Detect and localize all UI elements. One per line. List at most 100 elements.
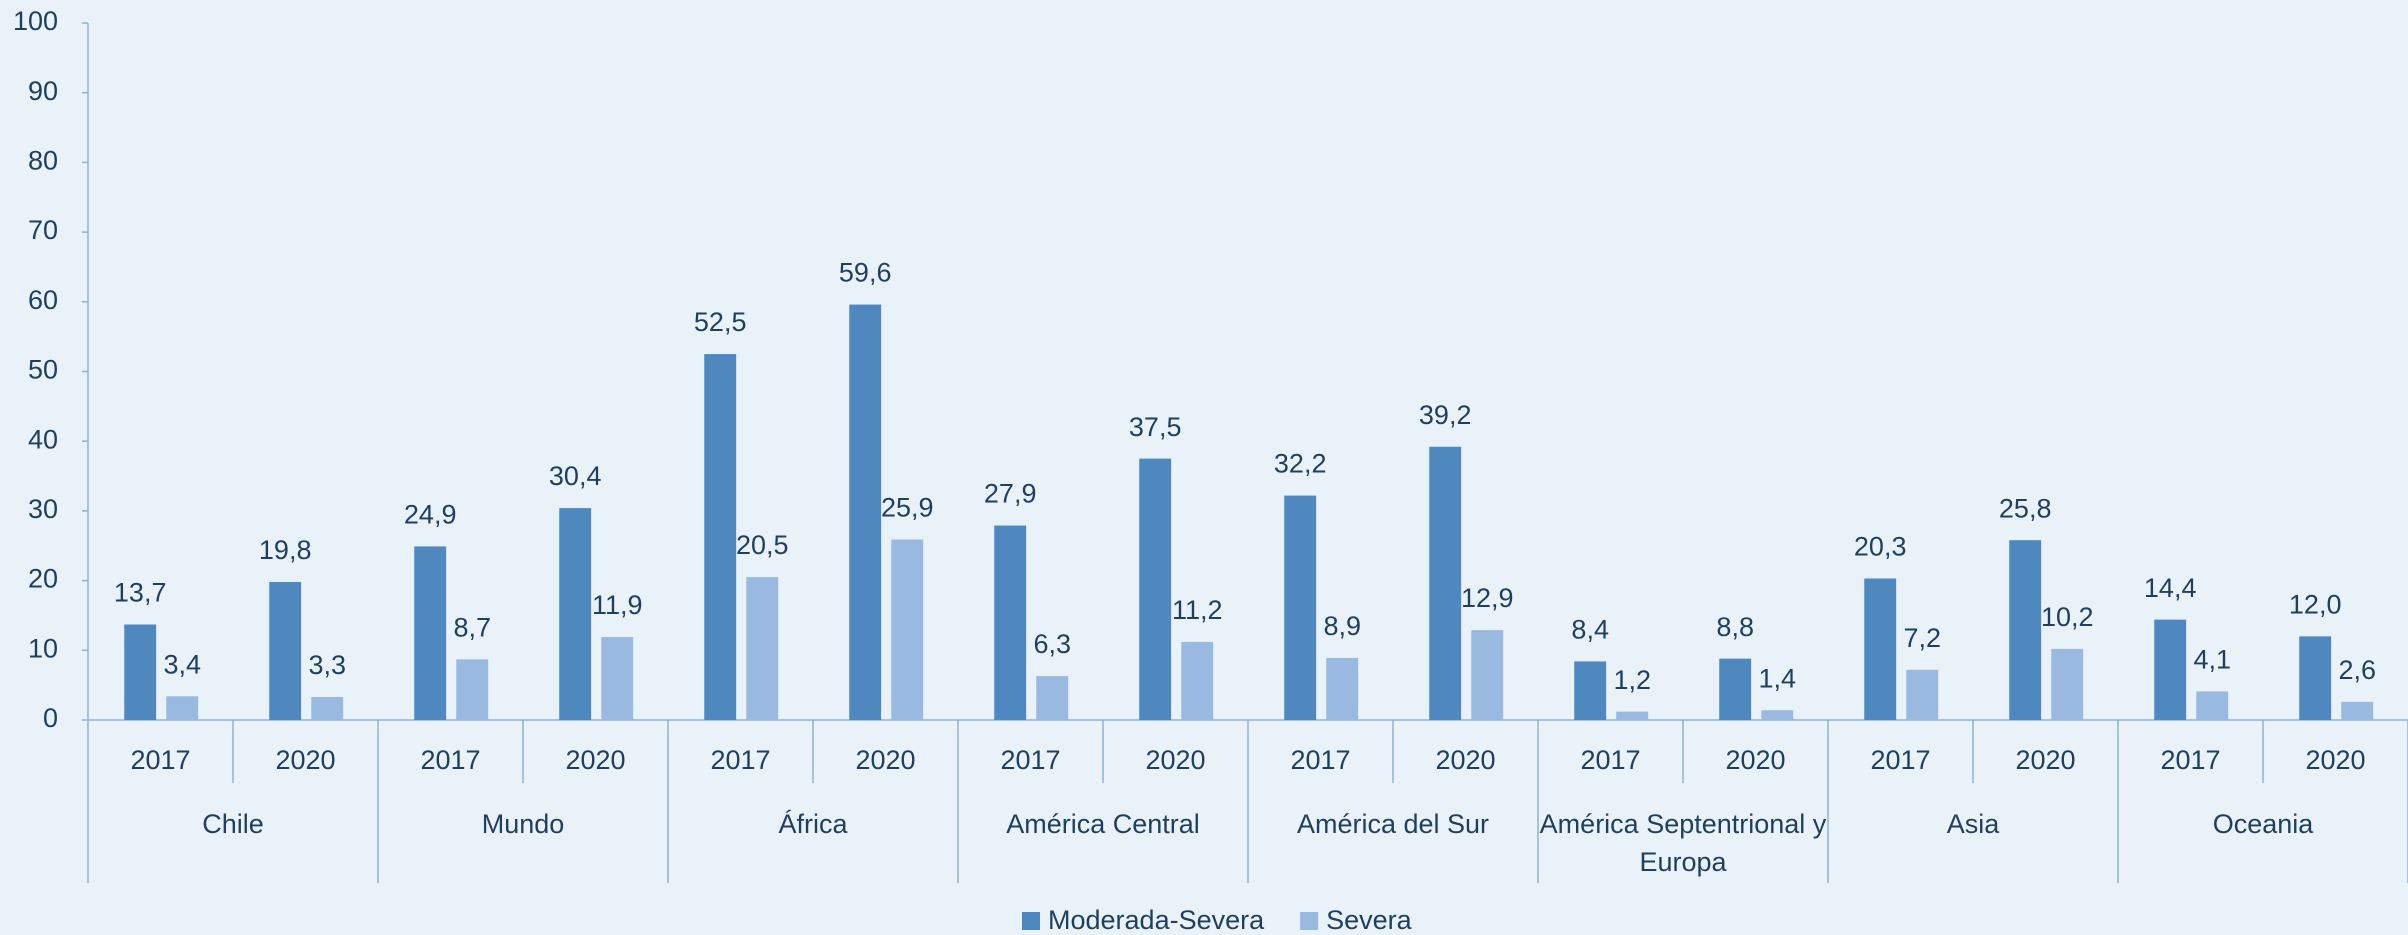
- data-label: 12,0: [2289, 589, 2342, 619]
- data-label: 10,2: [2041, 602, 2094, 632]
- bar: [849, 305, 881, 720]
- bar: [1471, 630, 1503, 720]
- group-label: Oceania: [2118, 805, 2408, 843]
- data-label: 13,7: [114, 578, 167, 608]
- y-tick-label: 20: [28, 564, 58, 594]
- x-tick-label: 2017: [420, 745, 480, 775]
- data-label: 1,4: [1758, 663, 1796, 693]
- group-label: África: [668, 805, 958, 843]
- x-tick-label: 2020: [855, 745, 915, 775]
- bar: [269, 582, 301, 720]
- data-label: 1,2: [1613, 665, 1651, 695]
- data-label: 20,3: [1854, 532, 1907, 562]
- bar: [166, 696, 198, 720]
- bar: [2341, 702, 2373, 720]
- data-label: 6,3: [1033, 629, 1071, 659]
- x-tick-label: 2020: [1435, 745, 1495, 775]
- y-tick-label: 80: [28, 146, 58, 176]
- data-label: 8,7: [453, 612, 491, 642]
- data-label: 14,4: [2144, 573, 2197, 603]
- data-label: 8,9: [1323, 611, 1361, 641]
- x-tick-label: 2020: [1725, 745, 1785, 775]
- bar: [1139, 459, 1171, 720]
- group-label: América del Sur: [1248, 805, 1538, 843]
- x-tick-label: 2017: [1870, 745, 1930, 775]
- legend-swatch: [1022, 912, 1040, 930]
- group-label: América Septentrional y Europa: [1538, 805, 1828, 881]
- bar: [2009, 540, 2041, 720]
- x-tick-label: 2017: [1000, 745, 1060, 775]
- bar: [559, 508, 591, 720]
- y-tick-label: 60: [28, 285, 58, 315]
- x-tick-label: 2020: [565, 745, 625, 775]
- x-tick-label: 2017: [1580, 745, 1640, 775]
- data-label: 30,4: [549, 461, 602, 491]
- legend-label: Severa: [1326, 905, 1413, 935]
- data-label: 25,8: [1999, 493, 2052, 523]
- x-tick-label: 2017: [2160, 745, 2220, 775]
- x-tick-label: 2017: [130, 745, 190, 775]
- data-label: 19,8: [259, 535, 312, 565]
- x-tick-label: 2017: [1290, 745, 1350, 775]
- y-tick-label: 0: [43, 703, 58, 733]
- x-tick-label: 2020: [275, 745, 335, 775]
- bar: [1616, 712, 1648, 720]
- bar: [1326, 658, 1358, 720]
- y-tick-label: 100: [13, 6, 58, 36]
- data-label: 7,2: [1903, 623, 1941, 653]
- data-label: 11,2: [1172, 595, 1223, 625]
- data-label: 24,9: [404, 500, 457, 530]
- x-tick-label: 2020: [2015, 745, 2075, 775]
- data-label: 8,8: [1716, 612, 1754, 642]
- bar: [1181, 642, 1213, 720]
- group-label: Chile: [88, 805, 378, 843]
- y-tick-label: 70: [28, 215, 58, 245]
- bar: [1574, 661, 1606, 720]
- bar: [456, 659, 488, 720]
- page: 0 10 20 30 40 50 60 70 80 90 100 2017 13,7 3,4 2020 19,…: [0, 0, 2408, 935]
- bar: [2154, 620, 2186, 720]
- bar: [311, 697, 343, 720]
- bar: [1284, 496, 1316, 720]
- bar: [1719, 659, 1751, 720]
- group-label: Asia: [1828, 805, 2118, 843]
- data-label: 3,4: [163, 649, 201, 679]
- y-tick-label: 90: [28, 76, 58, 106]
- bar: [746, 577, 778, 720]
- group-label: América Central: [958, 805, 1248, 843]
- data-label: 2,6: [2338, 655, 2376, 685]
- data-label: 25,9: [881, 493, 934, 523]
- data-label: 20,5: [736, 530, 789, 560]
- bar: [1906, 670, 1938, 720]
- bar: [124, 625, 156, 720]
- legend-swatch: [1300, 912, 1318, 930]
- data-label: 59,6: [839, 258, 892, 288]
- data-label: 37,5: [1129, 412, 1182, 442]
- bar: [601, 637, 633, 720]
- bar: [1429, 447, 1461, 720]
- y-tick-label: 40: [28, 424, 58, 454]
- bar: [2299, 636, 2331, 720]
- bar: [2196, 691, 2228, 720]
- bar: [1761, 710, 1793, 720]
- x-tick-label: 2020: [1145, 745, 1205, 775]
- data-label: 4,1: [2193, 645, 2231, 675]
- data-label: 11,9: [592, 590, 643, 620]
- bar: [994, 526, 1026, 720]
- data-label: 52,5: [694, 307, 747, 337]
- y-tick-label: 10: [28, 633, 58, 663]
- group-label: Mundo: [378, 805, 668, 843]
- y-tick-label: 30: [28, 494, 58, 524]
- bar: [704, 354, 736, 720]
- chart: 0 10 20 30 40 50 60 70 80 90 100 2017 13,7 3,4 2020 19,…: [0, 0, 2408, 935]
- data-label: 39,2: [1419, 400, 1472, 430]
- data-label: 8,4: [1571, 615, 1609, 645]
- y-tick-label: 50: [28, 355, 58, 385]
- bar: [1864, 579, 1896, 720]
- data-label: 27,9: [984, 479, 1037, 509]
- data-label: 32,2: [1274, 449, 1327, 479]
- bar: [2051, 649, 2083, 720]
- data-label: 3,3: [308, 650, 346, 680]
- bar: [891, 539, 923, 720]
- legend-label: Moderada-Severa: [1048, 905, 1265, 935]
